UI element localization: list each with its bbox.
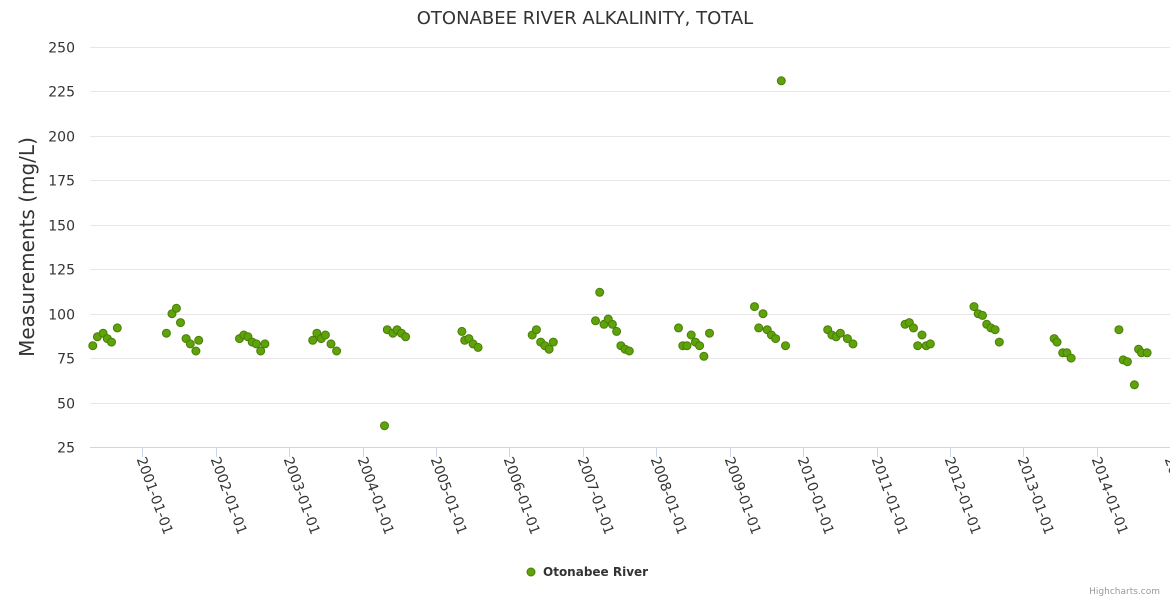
data-point[interactable] (191, 346, 201, 356)
data-point[interactable] (776, 76, 786, 86)
y-tick-label: 225 (48, 85, 75, 101)
data-point[interactable] (473, 342, 483, 352)
data-point[interactable] (754, 323, 764, 333)
data-point[interactable] (112, 323, 122, 333)
grid-lines (90, 47, 1170, 404)
x-tick-label: 2003-01-01 (280, 455, 323, 537)
x-tick-label: 2011-01-01 (868, 455, 911, 537)
x-tick-label: 2014-01-01 (1088, 455, 1131, 537)
x-axis-ticks: 2001-01-01 2002-01-01 2003-01-01 2004-01-01… (133, 447, 1170, 537)
data-point[interactable] (591, 316, 600, 326)
x-tick-label: 2002-01-01 (207, 455, 250, 537)
x-tick-label: 2006-01-01 (500, 455, 543, 537)
data-point[interactable] (176, 318, 185, 328)
x-tick-label: 2010-01-01 (794, 455, 837, 537)
y-tick-label: 125 (48, 263, 75, 279)
y-tick-label: 150 (48, 219, 75, 235)
data-point[interactable] (848, 339, 858, 349)
data-point[interactable] (332, 346, 342, 356)
data-point[interactable] (401, 332, 411, 342)
data-point[interactable] (842, 334, 852, 344)
data-point[interactable] (978, 310, 987, 320)
y-tick-label: 100 (48, 308, 75, 324)
x-tick-label: 2008-01-01 (647, 455, 690, 537)
data-point[interactable] (320, 330, 330, 340)
data-point[interactable] (925, 339, 935, 349)
data-point[interactable] (457, 326, 467, 336)
data-point[interactable] (194, 335, 204, 345)
data-point[interactable] (251, 339, 261, 349)
legend-label[interactable]: Otonabee River (543, 565, 648, 579)
data-point[interactable] (185, 339, 195, 349)
data-point[interactable] (1114, 325, 1124, 335)
data-point[interactable] (695, 341, 705, 351)
data-point[interactable] (308, 335, 318, 345)
series-otonabee-river (88, 76, 1152, 431)
data-point[interactable] (607, 319, 617, 329)
y-tick-label: 25 (57, 441, 75, 457)
data-point[interactable] (909, 323, 918, 333)
data-point[interactable] (1066, 353, 1076, 363)
y-tick-label: 200 (48, 130, 75, 146)
data-point[interactable] (107, 337, 116, 347)
data-point[interactable] (1122, 357, 1132, 367)
data-point[interactable] (380, 421, 389, 431)
data-point[interactable] (1129, 380, 1139, 390)
data-point[interactable] (969, 302, 979, 312)
legend-marker[interactable] (526, 567, 536, 577)
data-point[interactable] (1142, 348, 1152, 358)
data-point[interactable] (686, 330, 696, 340)
data-point[interactable] (548, 337, 558, 347)
data-point[interactable] (88, 341, 98, 351)
data-point[interactable] (750, 302, 759, 312)
x-tick-label: 2005-01-01 (427, 455, 470, 537)
data-point[interactable] (595, 287, 605, 297)
y-tick-label: 175 (48, 174, 75, 190)
data-point[interactable] (624, 346, 634, 356)
data-point[interactable] (994, 337, 1004, 347)
data-point[interactable] (612, 326, 622, 336)
credits[interactable]: Highcharts.com (1089, 587, 1160, 597)
x-tick-label: 2007-01-01 (574, 455, 617, 537)
data-point[interactable] (682, 341, 692, 351)
legend[interactable]: Otonabee River (526, 565, 648, 579)
x-tick-label: 2012-01-01 (941, 455, 984, 537)
data-point[interactable] (326, 339, 336, 349)
data-point[interactable] (531, 325, 541, 335)
data-point[interactable] (771, 334, 781, 344)
y-tick-label: 50 (57, 397, 75, 413)
data-point[interactable] (705, 328, 714, 338)
data-point[interactable] (913, 341, 923, 351)
data-point[interactable] (758, 309, 768, 319)
x-tick-label: 2013-01-01 (1014, 455, 1057, 537)
data-point[interactable] (699, 351, 709, 361)
data-point[interactable] (835, 328, 845, 338)
x-tick-label: 2015-01-01 (1161, 455, 1170, 537)
data-point[interactable] (1052, 337, 1062, 347)
data-point[interactable] (256, 346, 266, 356)
x-tick-label: 2009-01-01 (721, 455, 764, 537)
x-tick-label: 2001-01-01 (133, 455, 176, 537)
data-point[interactable] (161, 328, 171, 338)
chart-title: OTONABEE RIVER ALKALINITY, TOTAL (417, 8, 753, 29)
data-point[interactable] (544, 344, 554, 354)
data-point[interactable] (990, 325, 1000, 335)
data-point[interactable] (781, 341, 790, 351)
y-tick-label: 75 (57, 352, 75, 368)
data-point[interactable] (674, 323, 683, 333)
y-tick-label: 250 (48, 41, 75, 57)
data-point[interactable] (260, 339, 270, 349)
y-axis-label: Measurements (mg/L) (15, 137, 39, 357)
data-point[interactable] (917, 330, 927, 340)
x-tick-label: 2004-01-01 (354, 455, 397, 537)
data-point[interactable] (171, 303, 181, 313)
y-axis-ticks: 25 50 75 100 125 150 175 200 225 250 (48, 41, 75, 457)
